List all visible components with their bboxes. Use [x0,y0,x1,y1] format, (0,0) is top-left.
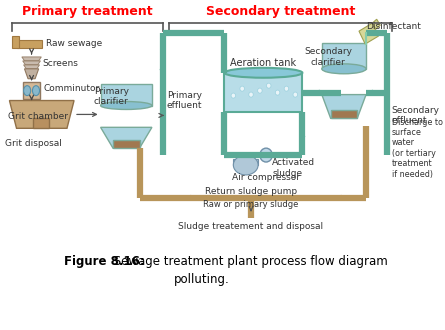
Ellipse shape [101,102,152,110]
Text: Screens: Screens [42,59,78,68]
Polygon shape [24,69,39,79]
Circle shape [260,148,272,162]
Polygon shape [372,19,380,29]
Text: Grit disposal: Grit disposal [5,139,62,148]
Text: Disinfectant: Disinfectant [366,22,421,31]
Text: Air compressor: Air compressor [231,173,299,182]
Text: Activated
sludge: Activated sludge [272,158,316,178]
Text: Secondary
clarifier: Secondary clarifier [304,47,352,67]
Bar [233,159,258,165]
Text: Aeration tank: Aeration tank [231,58,296,68]
Ellipse shape [233,155,258,175]
Polygon shape [322,95,366,118]
Circle shape [249,92,253,97]
Bar [322,43,366,69]
Text: Sludge treatement and disposal: Sludge treatement and disposal [178,222,324,231]
Text: Secondary
effluent: Secondary effluent [392,106,440,125]
Polygon shape [359,23,378,44]
Bar [33,118,49,128]
Polygon shape [9,101,74,128]
Bar [101,84,152,106]
Ellipse shape [24,86,31,96]
Text: Primary
clarifier: Primary clarifier [94,87,129,106]
Text: Grit chamber: Grit chamber [8,112,68,121]
Bar [12,36,19,48]
Text: Comminutor: Comminutor [44,84,100,93]
Polygon shape [24,65,40,69]
Circle shape [293,92,298,97]
Circle shape [284,86,289,91]
Polygon shape [22,57,41,61]
Circle shape [240,86,244,91]
Polygon shape [101,127,152,148]
Bar [224,73,302,113]
Circle shape [275,90,280,95]
Polygon shape [23,61,40,65]
Text: Discharge to
surface
water
(or tertiary
treatment
if needed): Discharge to surface water (or tertiary … [392,117,443,179]
Text: Primary treatment: Primary treatment [22,5,153,18]
Text: Raw or primary sludge: Raw or primary sludge [203,200,299,209]
Text: Raw sewage: Raw sewage [46,39,102,48]
Bar [113,140,140,148]
Circle shape [258,88,262,93]
Ellipse shape [322,64,366,74]
Text: Return sludge pump: Return sludge pump [205,187,297,196]
Text: Figure 8.16:: Figure 8.16: [65,255,145,268]
Text: Primary
effluent: Primary effluent [167,91,202,110]
Text: polluting.: polluting. [174,273,229,285]
Bar [331,111,357,118]
Circle shape [231,93,235,98]
Ellipse shape [224,68,302,78]
Text: Secondary treatment: Secondary treatment [206,5,355,18]
Circle shape [267,83,271,88]
Text: Sewage treatment plant process flow diagram: Sewage treatment plant process flow diag… [110,255,388,268]
Bar [17,40,42,48]
Bar [23,82,40,99]
Ellipse shape [32,86,40,96]
